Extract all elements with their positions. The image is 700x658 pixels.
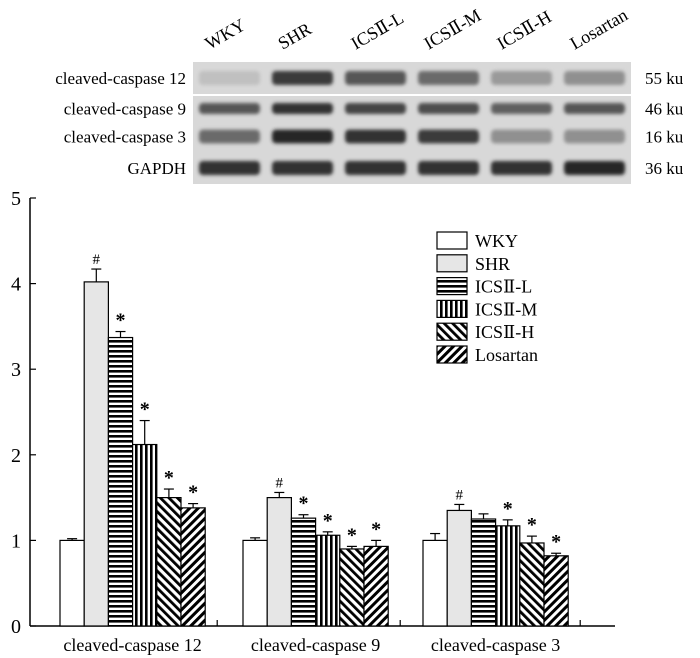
legend-label: Losartan	[475, 345, 538, 365]
bar	[470, 518, 497, 627]
y-tick-label: 4	[11, 274, 21, 296]
legend-label: ICSⅡ-M	[475, 299, 537, 319]
blot-lane-label: ICSⅡ-M	[421, 5, 485, 53]
legend-label: ICSⅡ-H	[475, 322, 534, 342]
blot-size-label: 16 ku	[645, 128, 684, 147]
y-tick-label: 1	[11, 530, 21, 552]
bar	[363, 545, 389, 627]
significance-mark: *	[116, 310, 126, 332]
bar	[519, 542, 545, 627]
significance-mark: *	[551, 531, 561, 553]
blot-band	[199, 129, 260, 144]
significance-mark: #	[456, 487, 464, 503]
blot-strip	[193, 152, 631, 184]
blot-band	[199, 103, 260, 114]
blot-size-label: 55 ku	[645, 69, 684, 88]
bar	[83, 281, 109, 627]
western-blot: WKY SHR ICSⅡ-L ICSⅡ-M ICSⅡ-H Losartan cleaved-…	[55, 5, 684, 184]
blot-strip	[193, 62, 631, 94]
blot-band	[272, 103, 333, 114]
blot-row-label: cleaved-caspase 9	[64, 100, 186, 119]
x-category-label: cleaved-caspase 12	[63, 635, 201, 655]
blot-band	[564, 160, 625, 176]
blot-row-label: GAPDH	[127, 159, 186, 178]
bar	[422, 539, 448, 627]
significance-mark: *	[347, 524, 357, 546]
blot-lane-label: ICSⅡ-H	[494, 7, 555, 54]
significance-mark: *	[323, 510, 333, 532]
blot-band	[418, 103, 479, 114]
y-tick-label: 3	[11, 359, 21, 381]
legend-swatch	[436, 277, 468, 296]
blot-lane-label: WKY	[202, 15, 249, 54]
legend-swatch	[436, 299, 468, 318]
y-tick-label: 5	[11, 188, 21, 210]
blot-band	[491, 160, 552, 176]
significance-mark: #	[276, 475, 284, 491]
blot-size-label: 46 ku	[645, 100, 684, 119]
bar	[132, 443, 158, 627]
bar	[59, 539, 85, 627]
blot-band	[418, 70, 479, 86]
blot-band	[564, 70, 625, 86]
blot-band	[272, 129, 333, 144]
bar	[543, 555, 569, 627]
significance-mark: *	[503, 498, 513, 520]
blot-band	[418, 129, 479, 144]
bar	[266, 497, 293, 627]
blot-band	[564, 129, 625, 144]
blot-band	[345, 103, 406, 114]
bar	[290, 517, 317, 627]
blot-lane-label: ICSⅡ-L	[348, 8, 408, 54]
blot-band	[564, 103, 625, 114]
significance-mark: #	[93, 252, 101, 268]
x-category-label: cleaved-caspase 3	[431, 635, 560, 655]
bar-chart: 0 1 2 3 4 5 # * * * * cleaved-caspase 12 # * * * * cleave…	[11, 188, 615, 655]
blot-band	[491, 103, 552, 114]
blot-band	[491, 129, 552, 144]
blot-band	[199, 70, 260, 86]
blot-band	[199, 160, 260, 176]
blot-band	[345, 160, 406, 176]
blot-strip	[193, 96, 631, 121]
bar	[315, 534, 341, 627]
significance-mark: *	[140, 399, 150, 421]
significance-mark: *	[299, 493, 309, 515]
bar	[446, 509, 473, 627]
blot-lane-label: Losartan	[567, 5, 632, 54]
legend-label: ICSⅡ-L	[475, 277, 532, 297]
blot-band	[345, 70, 406, 86]
y-tick-label: 2	[11, 445, 21, 467]
blot-row-label: cleaved-caspase 12	[55, 69, 186, 88]
blot-size-label: 36 ku	[645, 159, 684, 178]
significance-mark: *	[527, 514, 537, 536]
significance-mark: *	[188, 482, 198, 504]
blot-band	[272, 160, 333, 176]
bar	[156, 497, 182, 627]
blot-band	[345, 129, 406, 144]
blot-band	[272, 70, 333, 86]
bar	[242, 539, 268, 627]
blot-band	[418, 160, 479, 176]
legend-swatch	[436, 254, 468, 273]
legend-label: SHR	[475, 254, 510, 274]
blot-strip	[193, 121, 631, 152]
blot-lane-label: SHR	[275, 19, 315, 54]
blot-band	[491, 70, 552, 86]
blot-row-label: cleaved-caspase 3	[64, 128, 186, 147]
bar	[107, 336, 134, 627]
legend-swatch	[436, 345, 468, 364]
legend-swatch	[436, 322, 468, 341]
bar	[495, 525, 521, 627]
x-category-label: cleaved-caspase 9	[251, 635, 380, 655]
significance-mark: *	[164, 467, 174, 489]
bar	[180, 507, 206, 627]
legend-label: WKY	[475, 231, 518, 251]
legend-swatch	[436, 231, 468, 250]
bar	[339, 548, 365, 627]
significance-mark: *	[371, 518, 381, 540]
y-tick-label: 0	[11, 616, 21, 638]
